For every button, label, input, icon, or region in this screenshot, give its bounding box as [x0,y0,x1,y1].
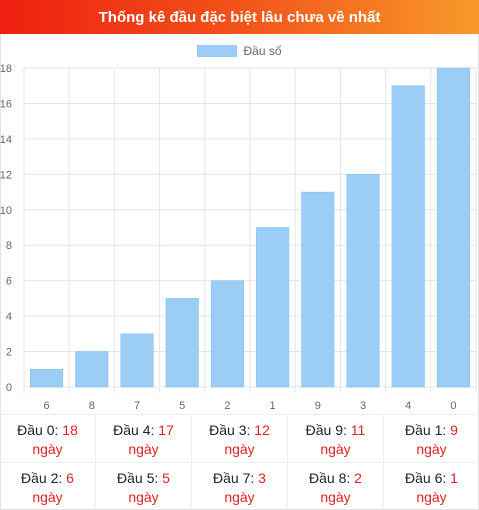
stat-label: Đầu 9: [305,422,351,438]
stat-value: 1 [450,470,458,486]
stat-cell: Đầu 2: 6 ngày [0,463,95,510]
bar-6[interactable] [30,369,64,388]
stat-label: Đầu 0: [17,422,63,438]
stats-table: Đầu 0: 18 ngày Đầu 4: 17 ngày Đầu 3: 12 … [0,414,479,510]
page-title: Thống kê đầu đặc biệt lâu chưa về nhất [98,8,381,26]
stat-value: 18 [62,422,78,438]
y-tick-label: 10 [0,205,12,217]
stat-value: 2 [354,470,362,486]
y-tick-label: 8 [6,240,12,252]
bar-1[interactable] [256,227,290,388]
y-tick-label: 4 [6,311,12,323]
stat-cell: Đầu 5: 5 ngày [95,463,191,510]
y-tick-label: 6 [6,276,12,288]
bar-4[interactable] [391,85,425,388]
stat-unit: ngày [128,441,159,457]
x-tick-label: 9 [315,400,321,412]
stat-value: 6 [66,470,74,486]
stat-unit: ngày [416,489,447,505]
stat-value: 17 [158,422,174,438]
stat-label: Đầu 6: [405,470,451,486]
legend-label: Đầu số [243,44,282,58]
y-tick-label: 16 [0,98,12,110]
bar-chart: 0 2 4 6 8 10 12 14 16 18 6 8 7 5 2 1 9 3 4 0 [0,63,477,412]
stat-value: 12 [254,422,270,438]
bar-2[interactable] [210,280,244,388]
y-tick-label: 18 [0,63,12,75]
header-bar: Thống kê đầu đặc biệt lâu chưa về nhất [0,0,479,34]
x-tick-label: 7 [134,400,140,412]
x-tick-label: 4 [405,400,411,412]
stat-unit: ngày [320,441,351,457]
stat-label: Đầu 4: [113,422,159,438]
stats-row-1: Đầu 0: 18 ngày Đầu 4: 17 ngày Đầu 3: 12 … [0,414,479,462]
stat-value: 11 [350,422,366,438]
bar-0[interactable] [436,67,470,388]
stat-unit: ngày [320,489,351,505]
legend-swatch [197,45,238,57]
y-tick-label: 12 [0,169,12,181]
y-tick-label: 14 [0,134,12,146]
bar-8[interactable] [75,351,109,388]
stat-cell: Đầu 4: 17 ngày [95,415,191,462]
chart-legend[interactable]: Đầu số [0,42,479,60]
stat-label: Đầu 2: [21,470,67,486]
x-tick-label: 1 [270,400,276,412]
stat-cell: Đầu 3: 12 ngày [191,415,287,462]
x-tick-label: 6 [44,400,50,412]
x-tick-label: 2 [224,400,230,412]
stat-unit: ngày [224,489,255,505]
stat-label: Đầu 7: [213,470,259,486]
stat-unit: ngày [416,441,447,457]
stat-cell: Đầu 7: 3 ngày [191,463,287,510]
x-tick-label: 0 [450,400,456,412]
stat-unit: ngày [32,441,63,457]
stat-label: Đầu 5: [117,470,163,486]
bar-7[interactable] [120,333,154,388]
stat-cell: Đầu 6: 1 ngày [383,463,479,510]
stats-row-2: Đầu 2: 6 ngày Đầu 5: 5 ngày Đầu 7: 3 ngà… [0,462,479,510]
stat-value: 5 [162,470,170,486]
x-tick-label: 8 [89,400,95,412]
stat-label: Đầu 1: [405,422,451,438]
bar-5[interactable] [165,298,199,388]
stat-label: Đầu 8: [309,470,355,486]
stat-unit: ngày [32,489,63,505]
stat-cell: Đầu 0: 18 ngày [0,415,95,462]
stat-cell: Đầu 8: 2 ngày [287,463,383,510]
stat-value: 9 [450,422,458,438]
chart-bars [30,67,470,388]
stat-value: 3 [258,470,266,486]
x-tick-label: 3 [360,400,366,412]
stat-cell: Đầu 1: 9 ngày [383,415,479,462]
stat-unit: ngày [224,441,255,457]
bar-3[interactable] [346,174,380,388]
x-tick-label: 5 [179,400,185,412]
bar-9[interactable] [301,191,335,388]
stat-cell: Đầu 9: 11 ngày [287,415,383,462]
stat-unit: ngày [128,489,159,505]
x-axis-ticks: 6 8 7 5 2 1 9 3 4 0 [44,400,457,412]
stat-label: Đầu 3: [209,422,255,438]
y-tick-label: 2 [6,347,12,359]
y-tick-label: 0 [6,382,12,394]
y-axis-ticks: 0 2 4 6 8 10 12 14 16 18 [0,63,12,394]
